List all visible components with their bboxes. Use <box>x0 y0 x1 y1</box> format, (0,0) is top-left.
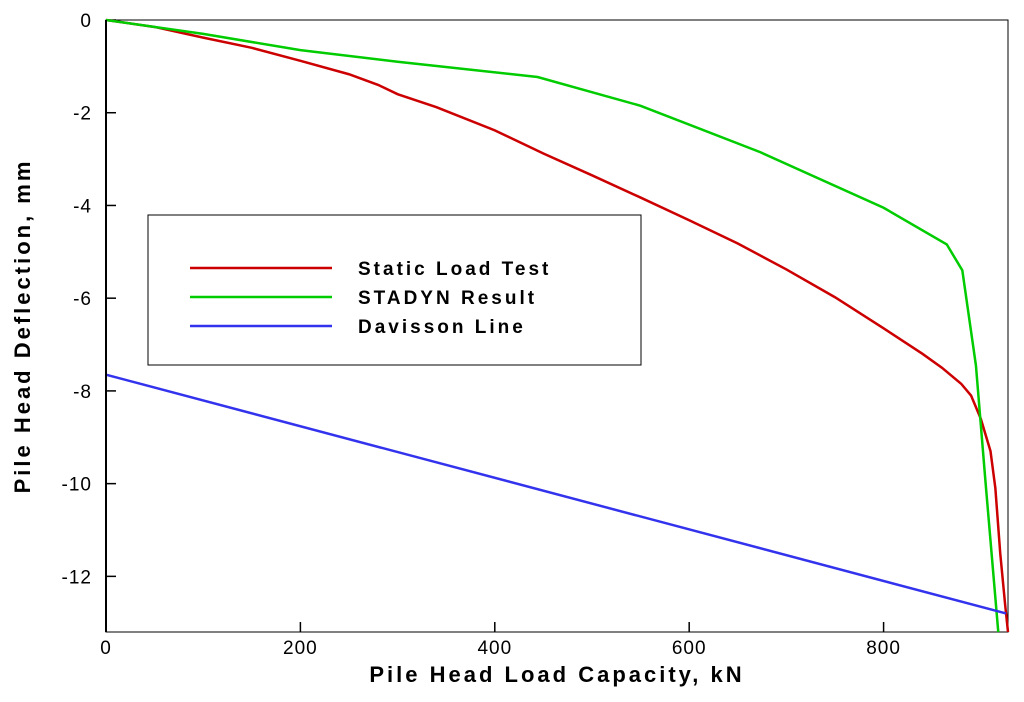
x-axis-label: Pile Head Load Capacity, kN <box>369 662 744 687</box>
x-tick-label: 200 <box>283 638 318 659</box>
y-tick-label: -8 <box>73 382 92 403</box>
y-tick-label: -2 <box>73 104 92 125</box>
y-tick-label: -6 <box>73 289 92 310</box>
data-line <box>105 18 1000 633</box>
y-tick-label: -12 <box>62 567 92 588</box>
legend-box <box>147 214 642 366</box>
y-tick-label: 0 <box>80 11 92 32</box>
x-tick-label: 400 <box>477 638 512 659</box>
legend-label: Static Load Test <box>358 259 551 280</box>
y-tick-label: -10 <box>62 475 92 496</box>
legend-label: Davisson Line <box>358 317 526 338</box>
y-tick-label: -4 <box>73 196 92 217</box>
y-axis-label: Pile Head Deflection, mm <box>10 159 35 494</box>
data-line <box>105 18 1010 633</box>
legend-label: STADYN Result <box>358 288 537 309</box>
data-line <box>105 373 1007 615</box>
x-tick-label: 0 <box>100 638 112 659</box>
x-tick-label: 800 <box>866 638 901 659</box>
x-tick-label: 600 <box>672 638 707 659</box>
